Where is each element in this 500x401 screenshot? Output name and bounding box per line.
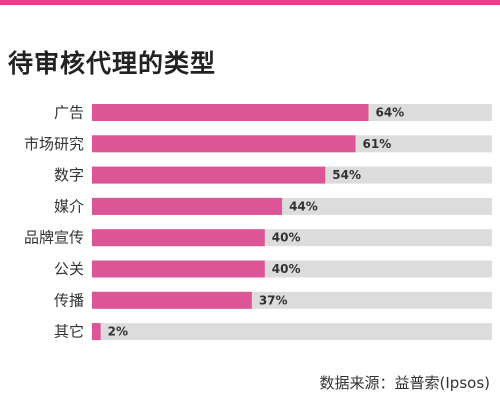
bar-1 bbox=[92, 135, 356, 153]
bar-3 bbox=[92, 197, 283, 215]
value-label-4: 40% bbox=[272, 231, 301, 245]
value-label-3: 44% bbox=[289, 199, 318, 213]
bar-2 bbox=[92, 166, 326, 184]
source-note: 数据来源：益普索(Ipsos) bbox=[319, 374, 490, 392]
value-label-0: 64% bbox=[375, 106, 404, 120]
value-label-2: 54% bbox=[332, 168, 361, 182]
category-label-3: 媒介 bbox=[54, 197, 84, 215]
value-label-7: 2% bbox=[108, 325, 128, 339]
bar-7 bbox=[92, 323, 101, 341]
category-label-4: 品牌宣传 bbox=[24, 229, 84, 247]
bar-0 bbox=[92, 104, 369, 121]
bar-6 bbox=[92, 291, 252, 309]
category-label-5: 公关 bbox=[54, 260, 84, 278]
value-label-5: 40% bbox=[272, 262, 301, 276]
category-label-1: 市场研究 bbox=[24, 135, 84, 153]
bar-track-7 bbox=[92, 323, 492, 341]
value-label-1: 61% bbox=[363, 137, 392, 151]
category-label-7: 其它 bbox=[54, 323, 84, 341]
bar-4 bbox=[92, 229, 265, 247]
value-label-6: 37% bbox=[259, 293, 288, 307]
top-accent-rule bbox=[0, 0, 500, 5]
category-label-2: 数字 bbox=[54, 166, 84, 184]
category-label-0: 广告 bbox=[54, 104, 84, 122]
bar-5 bbox=[92, 260, 265, 278]
category-label-6: 传播 bbox=[54, 291, 84, 309]
chart-title: 待审核代理的类型 bbox=[8, 49, 217, 78]
